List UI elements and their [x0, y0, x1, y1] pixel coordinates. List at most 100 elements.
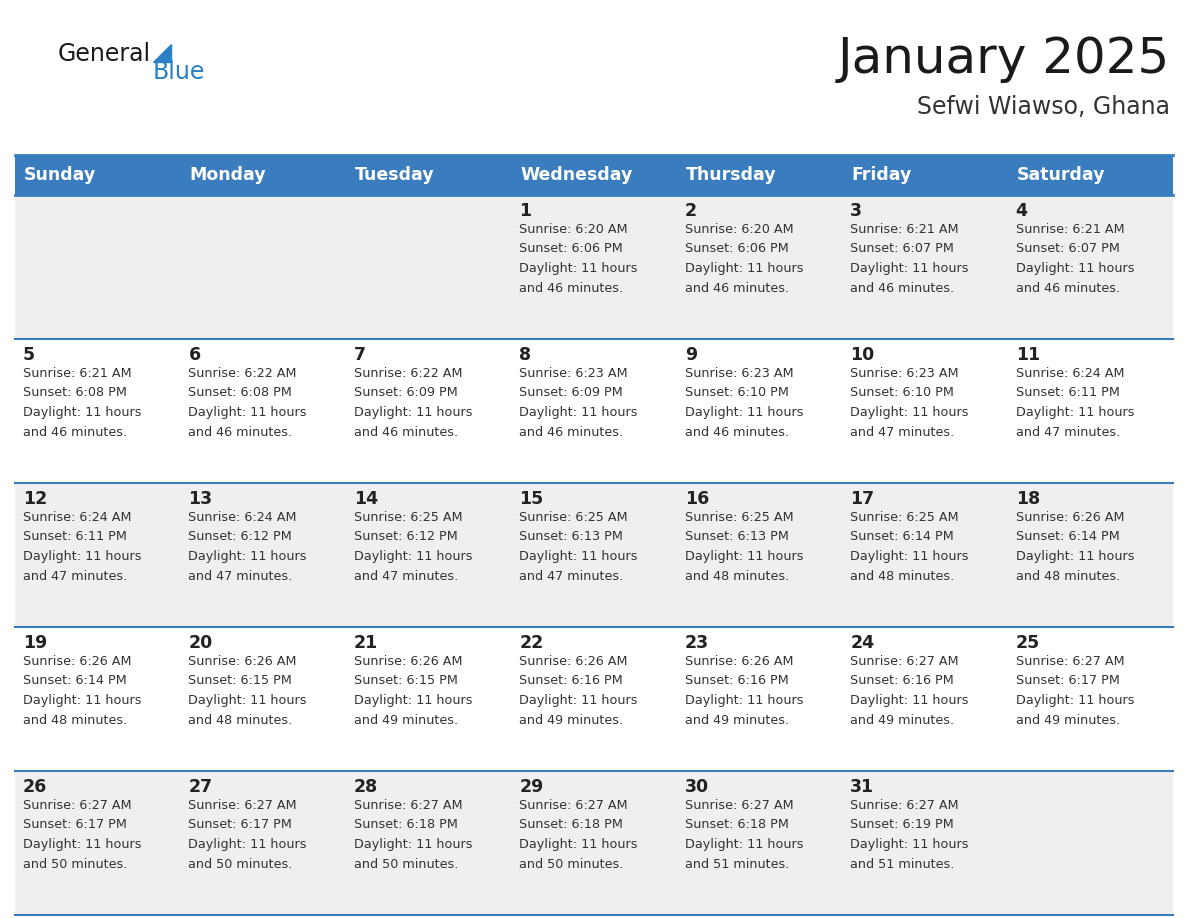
Text: 20: 20 [189, 634, 213, 652]
Bar [181, 155, 346, 195]
Text: Sunset: 6:17 PM: Sunset: 6:17 PM [23, 819, 127, 832]
Text: Sunset: 6:13 PM: Sunset: 6:13 PM [519, 531, 624, 543]
Text: and 49 minutes.: and 49 minutes. [354, 713, 459, 726]
Text: and 46 minutes.: and 46 minutes. [519, 426, 624, 439]
Text: Sunset: 6:10 PM: Sunset: 6:10 PM [851, 386, 954, 399]
Bar [842, 771, 1007, 915]
Text: Daylight: 11 hours: Daylight: 11 hours [851, 550, 968, 563]
Text: Sunset: 6:06 PM: Sunset: 6:06 PM [684, 242, 789, 255]
Text: and 46 minutes.: and 46 minutes. [684, 426, 789, 439]
Text: and 47 minutes.: and 47 minutes. [354, 569, 459, 583]
Bar [842, 155, 1007, 195]
Text: Sunset: 6:17 PM: Sunset: 6:17 PM [1016, 675, 1119, 688]
Text: and 46 minutes.: and 46 minutes. [23, 426, 127, 439]
Text: Daylight: 11 hours: Daylight: 11 hours [189, 838, 307, 851]
Text: Sunset: 6:16 PM: Sunset: 6:16 PM [851, 675, 954, 688]
Text: 4: 4 [1016, 202, 1028, 220]
Text: Sunset: 6:15 PM: Sunset: 6:15 PM [189, 675, 292, 688]
Bar [1007, 771, 1173, 915]
Text: Sunrise: 6:27 AM: Sunrise: 6:27 AM [1016, 655, 1124, 668]
Text: January 2025: January 2025 [838, 35, 1170, 83]
Text: Sunrise: 6:26 AM: Sunrise: 6:26 AM [1016, 511, 1124, 524]
Text: and 46 minutes.: and 46 minutes. [519, 282, 624, 295]
Text: Daylight: 11 hours: Daylight: 11 hours [23, 550, 141, 563]
Text: 3: 3 [851, 202, 862, 220]
Text: Sunrise: 6:26 AM: Sunrise: 6:26 AM [684, 655, 794, 668]
Bar [346, 771, 511, 915]
Text: 1: 1 [519, 202, 531, 220]
Bar [346, 339, 511, 483]
Text: Sunrise: 6:26 AM: Sunrise: 6:26 AM [189, 655, 297, 668]
Text: Daylight: 11 hours: Daylight: 11 hours [519, 262, 638, 275]
Bar [677, 771, 842, 915]
Text: and 48 minutes.: and 48 minutes. [851, 569, 954, 583]
Text: Sunrise: 6:27 AM: Sunrise: 6:27 AM [354, 799, 462, 812]
Text: Daylight: 11 hours: Daylight: 11 hours [1016, 406, 1135, 419]
Text: 5: 5 [23, 346, 36, 364]
Text: Wednesday: Wednesday [520, 166, 633, 184]
Bar [511, 195, 677, 339]
Text: Sunset: 6:12 PM: Sunset: 6:12 PM [189, 531, 292, 543]
Text: Daylight: 11 hours: Daylight: 11 hours [851, 694, 968, 707]
Text: Sunset: 6:14 PM: Sunset: 6:14 PM [23, 675, 127, 688]
Text: Sunset: 6:17 PM: Sunset: 6:17 PM [189, 819, 292, 832]
Text: 8: 8 [519, 346, 531, 364]
Text: Sunrise: 6:27 AM: Sunrise: 6:27 AM [23, 799, 132, 812]
Text: Tuesday: Tuesday [355, 166, 435, 184]
Text: Sefwi Wiawso, Ghana: Sefwi Wiawso, Ghana [917, 95, 1170, 119]
Text: and 47 minutes.: and 47 minutes. [519, 569, 624, 583]
Bar [511, 483, 677, 627]
Text: 21: 21 [354, 634, 378, 652]
Text: Sunset: 6:15 PM: Sunset: 6:15 PM [354, 675, 457, 688]
Text: Sunset: 6:10 PM: Sunset: 6:10 PM [684, 386, 789, 399]
Text: 24: 24 [851, 634, 874, 652]
Text: Daylight: 11 hours: Daylight: 11 hours [684, 838, 803, 851]
Bar [181, 483, 346, 627]
Text: Sunset: 6:11 PM: Sunset: 6:11 PM [1016, 386, 1119, 399]
Bar [15, 771, 181, 915]
Text: Sunrise: 6:26 AM: Sunrise: 6:26 AM [23, 655, 132, 668]
Text: Sunrise: 6:27 AM: Sunrise: 6:27 AM [684, 799, 794, 812]
Bar [1007, 627, 1173, 771]
Text: and 47 minutes.: and 47 minutes. [189, 569, 292, 583]
Text: and 49 minutes.: and 49 minutes. [519, 713, 624, 726]
Bar [15, 339, 181, 483]
Bar [181, 627, 346, 771]
Text: Sunset: 6:07 PM: Sunset: 6:07 PM [1016, 242, 1119, 255]
Text: Daylight: 11 hours: Daylight: 11 hours [684, 262, 803, 275]
Text: Sunset: 6:08 PM: Sunset: 6:08 PM [23, 386, 127, 399]
Text: Monday: Monday [189, 166, 266, 184]
Bar [842, 339, 1007, 483]
Bar [15, 627, 181, 771]
Text: Sunrise: 6:27 AM: Sunrise: 6:27 AM [189, 799, 297, 812]
Text: Saturday: Saturday [1017, 166, 1105, 184]
Text: Sunrise: 6:27 AM: Sunrise: 6:27 AM [519, 799, 628, 812]
Text: Sunset: 6:09 PM: Sunset: 6:09 PM [519, 386, 623, 399]
Text: Sunset: 6:18 PM: Sunset: 6:18 PM [354, 819, 457, 832]
Text: Daylight: 11 hours: Daylight: 11 hours [519, 550, 638, 563]
Text: 7: 7 [354, 346, 366, 364]
Bar [511, 627, 677, 771]
Text: Sunset: 6:18 PM: Sunset: 6:18 PM [684, 819, 789, 832]
Text: and 48 minutes.: and 48 minutes. [684, 569, 789, 583]
Text: and 46 minutes.: and 46 minutes. [1016, 282, 1120, 295]
Text: Sunrise: 6:27 AM: Sunrise: 6:27 AM [851, 655, 959, 668]
Text: Daylight: 11 hours: Daylight: 11 hours [354, 550, 473, 563]
Bar [1007, 155, 1173, 195]
Text: Sunrise: 6:20 AM: Sunrise: 6:20 AM [684, 223, 794, 236]
Text: 13: 13 [189, 490, 213, 508]
Text: 12: 12 [23, 490, 48, 508]
Text: Daylight: 11 hours: Daylight: 11 hours [1016, 694, 1135, 707]
Text: 25: 25 [1016, 634, 1040, 652]
Text: Daylight: 11 hours: Daylight: 11 hours [354, 406, 473, 419]
Text: 29: 29 [519, 778, 544, 796]
Text: Sunrise: 6:26 AM: Sunrise: 6:26 AM [519, 655, 627, 668]
Bar [842, 627, 1007, 771]
Text: 27: 27 [189, 778, 213, 796]
Text: Sunrise: 6:24 AM: Sunrise: 6:24 AM [1016, 367, 1124, 380]
Text: 11: 11 [1016, 346, 1040, 364]
Bar [677, 155, 842, 195]
Text: Daylight: 11 hours: Daylight: 11 hours [684, 694, 803, 707]
Bar [15, 483, 181, 627]
Text: and 51 minutes.: and 51 minutes. [851, 857, 954, 870]
